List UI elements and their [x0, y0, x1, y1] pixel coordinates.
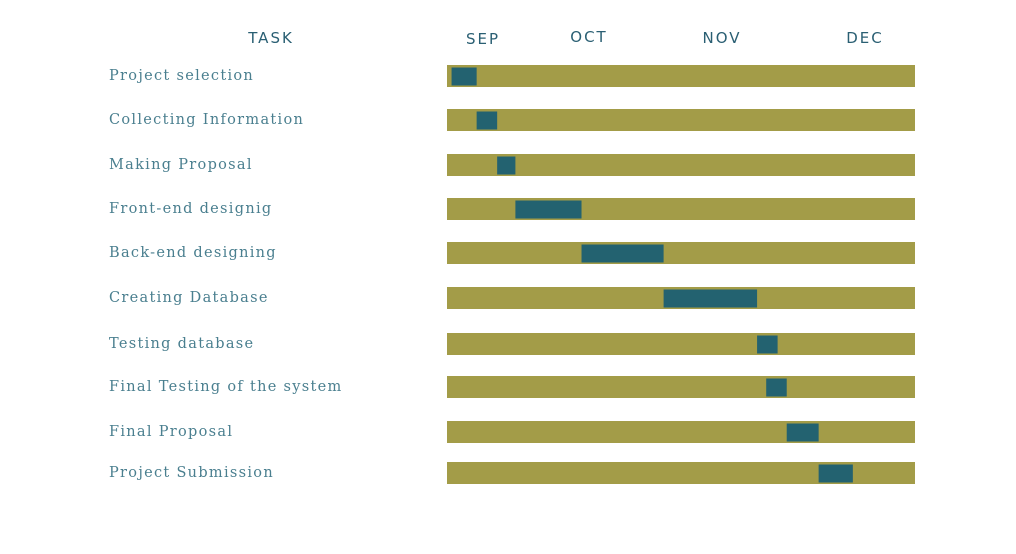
- task-label: Project Submission: [109, 465, 274, 481]
- month-header-dec: DEC: [846, 29, 884, 47]
- task-row: Front-end designig: [109, 198, 915, 220]
- task-row: Back-end designing: [109, 242, 915, 264]
- task-label: Final Testing of the system: [109, 379, 343, 395]
- task-label: Making Proposal: [109, 157, 253, 173]
- task-bar: [581, 244, 664, 263]
- task-row: Collecting Information: [109, 109, 915, 131]
- month-header-sep: SEP: [466, 30, 500, 48]
- task-label: Front-end designig: [109, 201, 272, 217]
- task-bar: [497, 156, 516, 175]
- task-label: Final Proposal: [109, 424, 233, 440]
- task-column-header: TASK: [247, 29, 294, 47]
- task-row: Making Proposal: [109, 154, 915, 176]
- timeline-track: [447, 376, 915, 398]
- timeline-track: [447, 462, 915, 484]
- timeline-track: [447, 242, 915, 264]
- task-label: Creating Database: [109, 290, 269, 306]
- task-bar: [757, 335, 778, 354]
- task-label: Back-end designing: [109, 245, 277, 261]
- timeline-track: [447, 109, 915, 131]
- task-bar: [766, 378, 787, 397]
- task-row: Creating Database: [109, 287, 915, 309]
- chart-headers: TASK SEP OCT NOV DEC: [247, 28, 884, 48]
- task-label: Project selection: [109, 68, 254, 84]
- month-header-oct: OCT: [570, 28, 607, 46]
- timeline-track: [447, 65, 915, 87]
- task-label: Collecting Information: [109, 112, 304, 128]
- month-header-nov: NOV: [702, 29, 741, 47]
- task-bar: [663, 289, 758, 308]
- task-row: Project selection: [109, 65, 915, 87]
- timeline-track: [447, 154, 915, 176]
- task-bar: [515, 200, 582, 219]
- task-bar: [818, 464, 853, 483]
- task-row: Final Proposal: [109, 421, 915, 443]
- task-bar: [451, 67, 477, 86]
- task-label: Testing database: [109, 336, 254, 352]
- task-row: Final Testing of the system: [109, 376, 915, 398]
- timeline-track: [447, 421, 915, 443]
- task-row: Project Submission: [109, 462, 915, 484]
- task-row: Testing database: [109, 333, 915, 355]
- timeline-track: [447, 333, 915, 355]
- task-bar: [786, 423, 819, 442]
- task-bar: [476, 111, 498, 130]
- task-rows: Project selection Collecting Information M…: [109, 65, 915, 484]
